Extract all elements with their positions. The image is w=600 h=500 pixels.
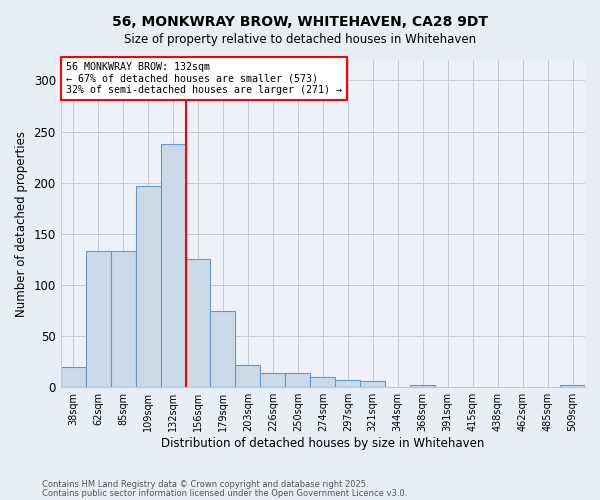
Bar bbox=[260, 373, 286, 387]
Text: Size of property relative to detached houses in Whitehaven: Size of property relative to detached ho… bbox=[124, 32, 476, 46]
Bar bbox=[335, 380, 360, 387]
Bar bbox=[310, 377, 335, 387]
Text: Contains public sector information licensed under the Open Government Licence v3: Contains public sector information licen… bbox=[42, 488, 407, 498]
Text: Contains HM Land Registry data © Crown copyright and database right 2025.: Contains HM Land Registry data © Crown c… bbox=[42, 480, 368, 489]
Bar bbox=[185, 260, 211, 387]
Bar bbox=[286, 373, 310, 387]
Bar bbox=[560, 385, 585, 387]
Bar bbox=[360, 381, 385, 387]
Bar bbox=[410, 385, 435, 387]
Bar bbox=[86, 251, 110, 387]
Bar bbox=[136, 186, 161, 387]
Bar bbox=[211, 310, 235, 387]
X-axis label: Distribution of detached houses by size in Whitehaven: Distribution of detached houses by size … bbox=[161, 437, 485, 450]
Bar bbox=[61, 367, 86, 387]
Y-axis label: Number of detached properties: Number of detached properties bbox=[15, 130, 28, 316]
Bar bbox=[235, 364, 260, 387]
Text: 56, MONKWRAY BROW, WHITEHAVEN, CA28 9DT: 56, MONKWRAY BROW, WHITEHAVEN, CA28 9DT bbox=[112, 15, 488, 29]
Bar bbox=[110, 251, 136, 387]
Text: 56 MONKWRAY BROW: 132sqm
← 67% of detached houses are smaller (573)
32% of semi-: 56 MONKWRAY BROW: 132sqm ← 67% of detach… bbox=[66, 62, 342, 95]
Bar bbox=[161, 144, 185, 387]
